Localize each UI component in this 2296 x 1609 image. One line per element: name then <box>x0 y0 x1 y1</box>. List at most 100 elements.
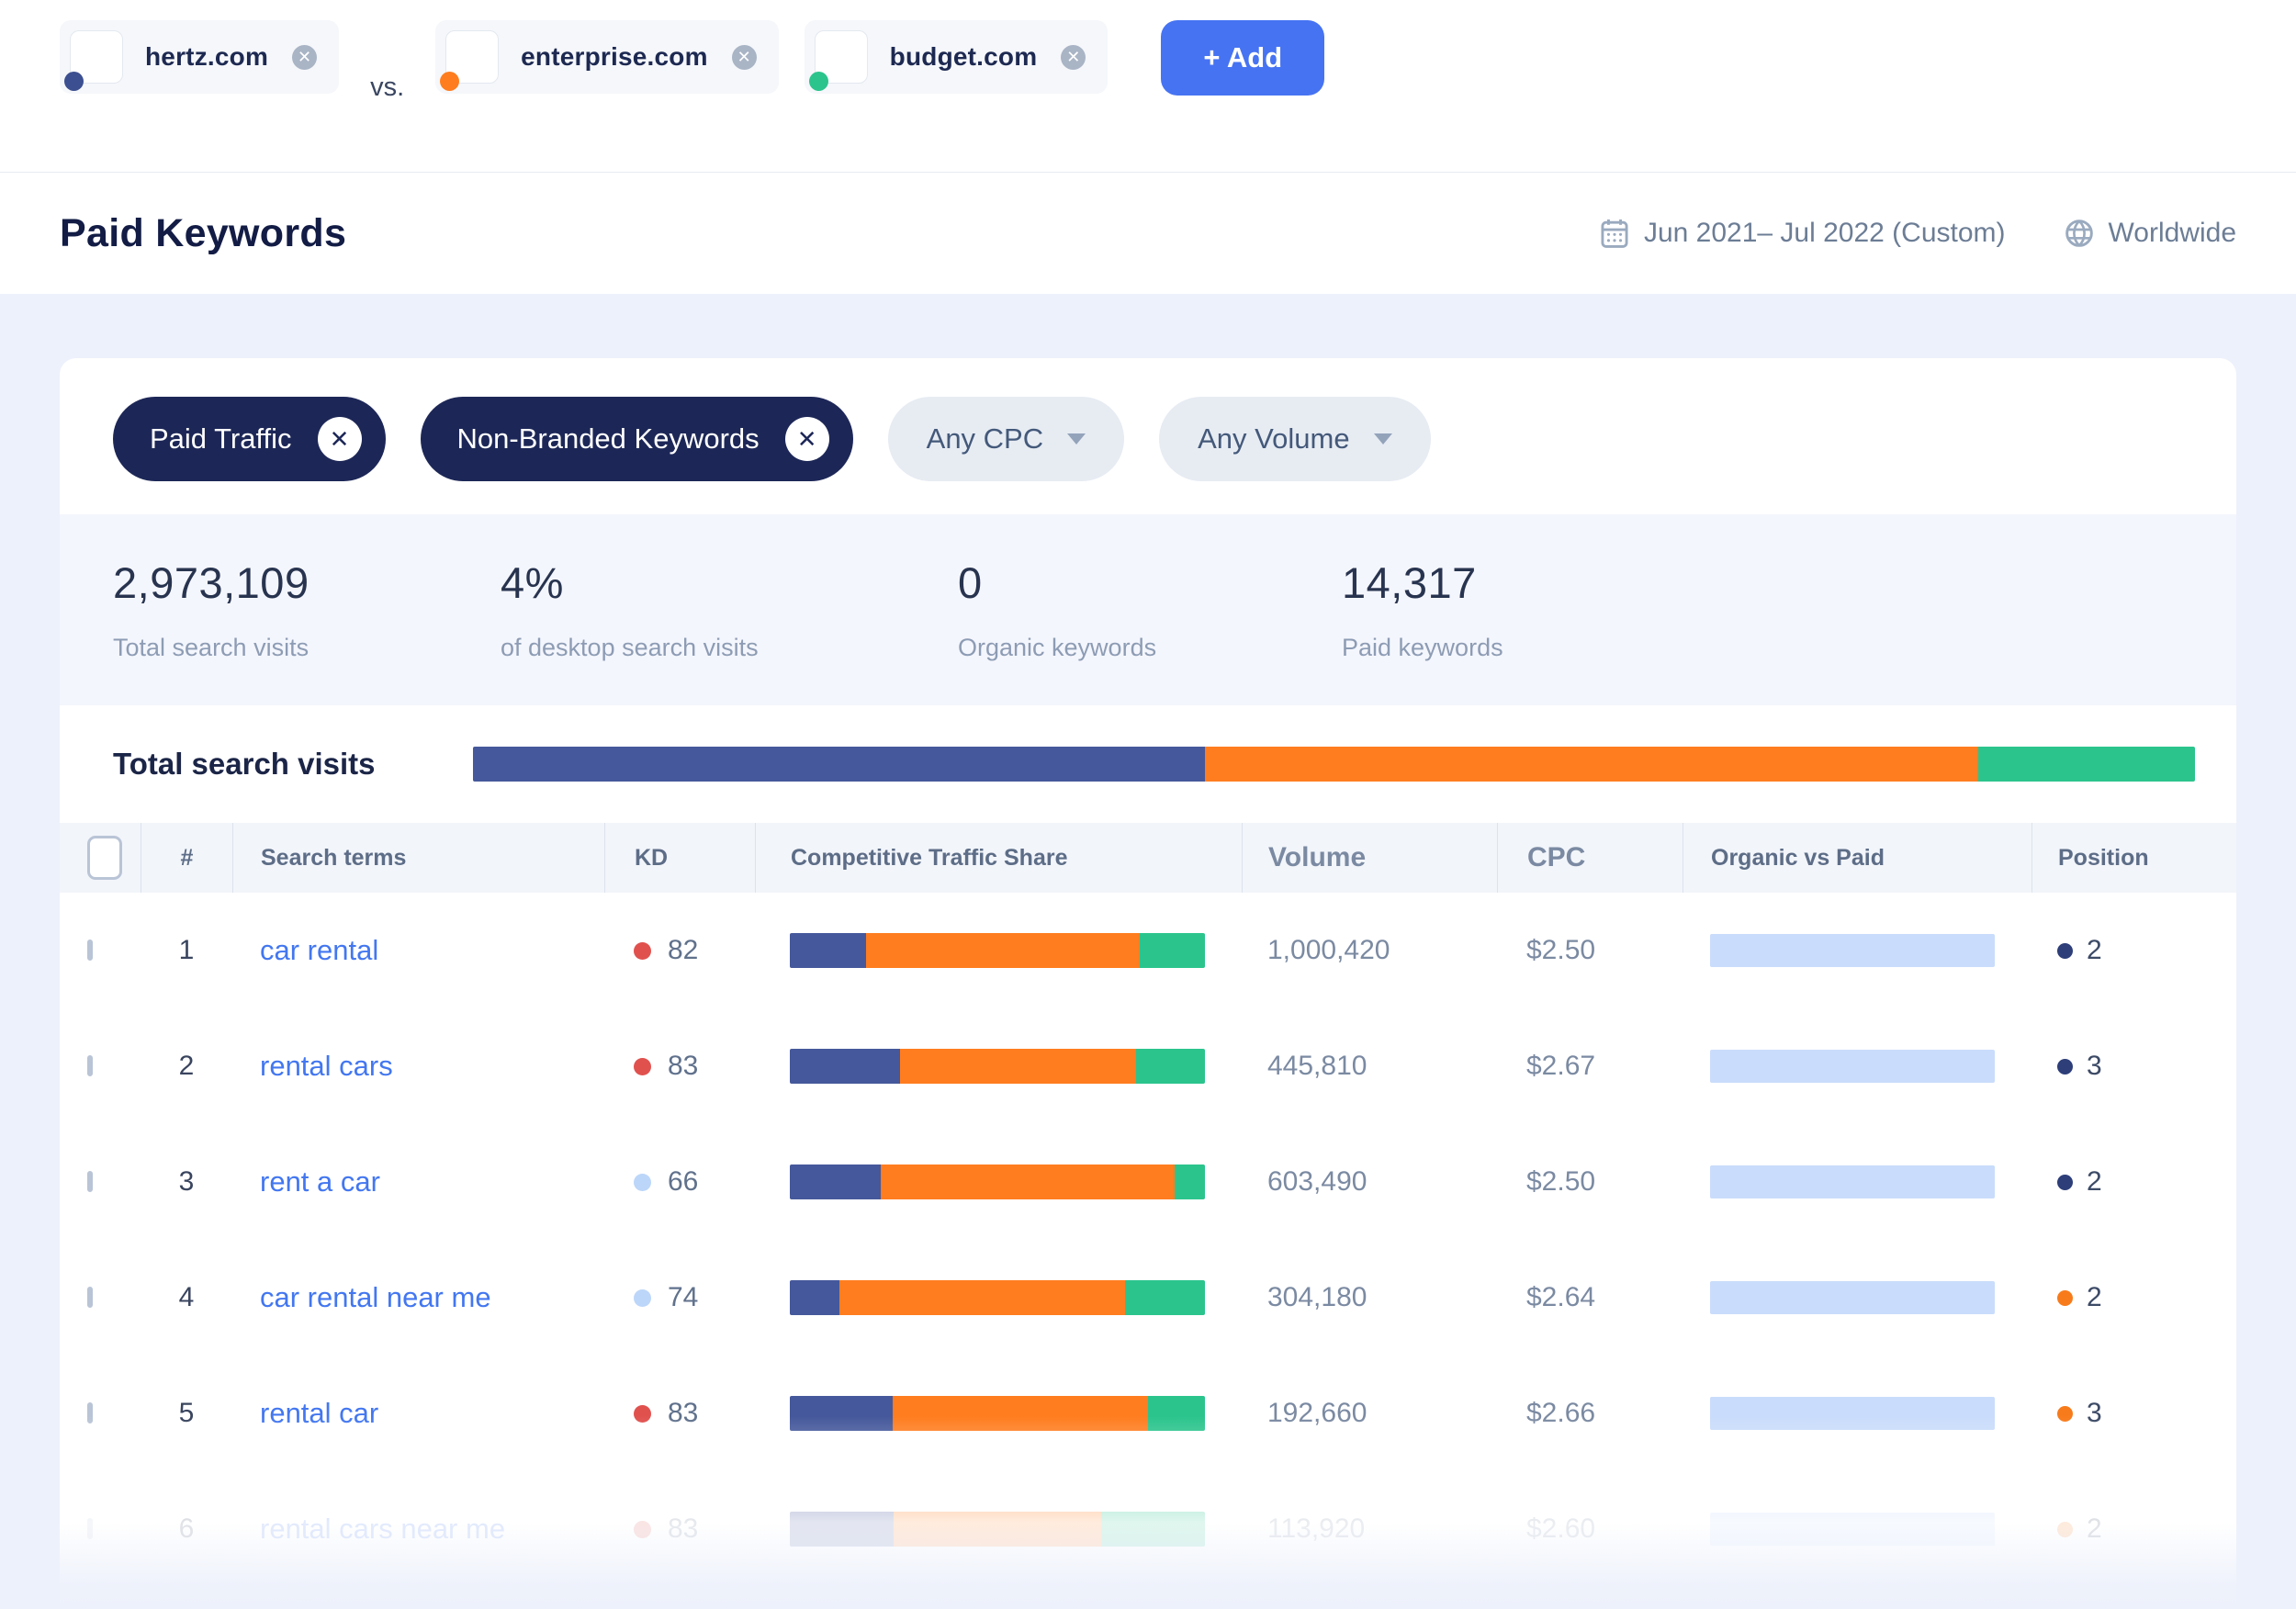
select-all-checkbox[interactable] <box>87 836 122 880</box>
column-header-position[interactable]: Position <box>2032 823 2236 893</box>
table-row: 2 rental cars 83 445,810 $2.67 3 <box>60 1008 2236 1124</box>
row-checkbox[interactable] <box>87 940 93 961</box>
total-bar-segment-enterprise.com <box>1204 747 1978 782</box>
share-segment-enterprise <box>866 933 1141 968</box>
position-value: 3 <box>2087 1051 2102 1081</box>
volume-value: 603,490 <box>1267 1166 1367 1197</box>
kd-difficulty-dot <box>634 1520 651 1538</box>
row-index: 1 <box>178 935 195 965</box>
organic-vs-paid-bar <box>1710 1281 1995 1314</box>
volume-value: 1,000,420 <box>1267 935 1390 965</box>
filter-any-cpc-dropdown[interactable]: Any CPC <box>887 397 1125 481</box>
keyword-link[interactable]: car rental <box>260 934 379 966</box>
table-row: 5 rental car 83 192,660 $2.66 3 <box>60 1356 2236 1471</box>
stat-total-search-visits: 2,973,109 Total search visits <box>113 557 501 662</box>
competitive-traffic-share-bar <box>790 1396 1205 1431</box>
volume-value: 445,810 <box>1267 1051 1367 1081</box>
add-domain-button[interactable]: + Add <box>1161 20 1325 96</box>
position-dot <box>2057 1289 2073 1306</box>
region-selector[interactable]: Worldwide <box>2065 218 2236 249</box>
cpc-value: $2.66 <box>1526 1398 1596 1428</box>
total-search-visits-label: Total search visits <box>113 747 376 781</box>
share-segment-hertz <box>790 1396 894 1431</box>
volume-value: 304,180 <box>1267 1282 1367 1312</box>
competitive-traffic-share-bar <box>790 1165 1205 1199</box>
page-header: Paid Keywords Jun 2021– Jul 2022 (Custom… <box>0 173 2296 294</box>
share-segment-budget <box>1148 1396 1205 1431</box>
row-checkbox[interactable] <box>87 1402 93 1423</box>
filter-paid-traffic[interactable]: Paid Traffic ✕ <box>113 397 386 481</box>
row-checkbox[interactable] <box>87 1055 93 1076</box>
kd-difficulty-dot <box>634 1057 651 1075</box>
kd-value: 83 <box>668 1051 699 1081</box>
column-header-search-terms[interactable]: Search terms <box>232 823 604 893</box>
remove-domain-icon[interactable]: ✕ <box>731 44 757 70</box>
kd-value: 74 <box>668 1282 699 1312</box>
filter-label: Any Volume <box>1198 422 1350 455</box>
stat-value: 2,973,109 <box>113 558 310 607</box>
share-segment-hertz <box>790 1165 882 1199</box>
column-header-volume[interactable]: Volume <box>1242 823 1497 893</box>
keyword-link[interactable]: rental cars near me <box>260 1513 506 1545</box>
domain-favicon <box>440 30 500 91</box>
organic-vs-paid-bar <box>1710 934 1995 967</box>
domain-favicon <box>64 30 123 91</box>
row-checkbox[interactable] <box>87 1171 93 1192</box>
domain-chip-budget[interactable]: budget.com ✕ <box>804 20 1109 94</box>
calendar-icon <box>1601 219 1628 248</box>
table-body: 1 car rental 82 1,000,420 $2.50 2 2 rent… <box>60 893 2236 1587</box>
remove-domain-icon[interactable]: ✕ <box>292 44 318 70</box>
domain-chip-hertz[interactable]: hertz.com ✕ <box>60 20 340 94</box>
share-segment-enterprise <box>839 1280 1126 1315</box>
position-value: 2 <box>2087 935 2102 965</box>
column-header-index[interactable]: # <box>141 823 232 893</box>
column-header-organic-vs-paid[interactable]: Organic vs Paid <box>1683 823 2032 893</box>
row-checkbox[interactable] <box>87 1518 93 1539</box>
share-segment-budget <box>1125 1280 1205 1315</box>
domain-name: enterprise.com <box>521 42 708 71</box>
organic-vs-paid-bar <box>1710 1397 1995 1430</box>
table-row: 3 rent a car 66 603,490 $2.50 2 <box>60 1124 2236 1240</box>
kd-value: 82 <box>668 935 699 965</box>
column-header-kd[interactable]: KD <box>604 823 755 893</box>
stat-desktop-share: 4% of desktop search visits <box>501 557 958 662</box>
remove-filter-icon[interactable]: ✕ <box>784 417 829 461</box>
keyword-link[interactable]: rental car <box>260 1397 379 1429</box>
column-header-competitive-traffic-share[interactable]: Competitive Traffic Share <box>755 823 1242 893</box>
filter-any-volume-dropdown[interactable]: Any Volume <box>1159 397 1431 481</box>
domain-chip-enterprise[interactable]: enterprise.com ✕ <box>435 20 779 94</box>
stat-organic-keywords: 0 Organic keywords <box>958 557 1342 662</box>
filter-label: Non-Branded Keywords <box>456 422 760 455</box>
chevron-down-icon <box>1373 433 1392 444</box>
row-checkbox[interactable] <box>87 1287 93 1308</box>
filter-non-branded-keywords[interactable]: Non-Branded Keywords ✕ <box>420 397 853 481</box>
row-index: 6 <box>178 1513 195 1544</box>
row-index: 3 <box>178 1166 195 1197</box>
share-segment-budget <box>1140 933 1205 968</box>
keyword-link[interactable]: rent a car <box>260 1165 380 1198</box>
remove-domain-icon[interactable]: ✕ <box>1061 44 1086 70</box>
filter-label: Paid Traffic <box>150 422 292 455</box>
column-header-cpc[interactable]: CPC <box>1497 823 1683 893</box>
share-segment-budget <box>1174 1165 1205 1199</box>
share-segment-hertz <box>790 1512 894 1547</box>
competitive-traffic-share-bar <box>790 1049 1205 1084</box>
date-range-selector[interactable]: Jun 2021– Jul 2022 (Custom) <box>1600 218 2006 249</box>
stat-label: Paid keywords <box>1342 634 1503 661</box>
comparison-topbar: hertz.com ✕ vs. enterprise.com ✕ budget.… <box>0 0 2296 173</box>
keyword-link[interactable]: rental cars <box>260 1050 393 1082</box>
stat-paid-keywords: 14,317 Paid keywords <box>1342 557 1503 662</box>
table-row: 1 car rental 82 1,000,420 $2.50 2 <box>60 893 2236 1008</box>
page-background: Paid Traffic ✕ Non-Branded Keywords ✕ An… <box>0 294 2296 1609</box>
domain-color-dot <box>440 72 460 91</box>
share-segment-enterprise <box>894 1512 1101 1547</box>
remove-filter-icon[interactable]: ✕ <box>317 417 362 461</box>
row-index: 5 <box>178 1398 195 1428</box>
share-segment-enterprise <box>881 1165 1175 1199</box>
cpc-value: $2.50 <box>1526 1166 1596 1197</box>
share-segment-hertz <box>790 1049 901 1084</box>
cpc-value: $2.67 <box>1526 1051 1596 1081</box>
keyword-link[interactable]: car rental near me <box>260 1281 491 1313</box>
position-dot <box>2057 1521 2073 1537</box>
share-segment-enterprise <box>893 1396 1149 1431</box>
